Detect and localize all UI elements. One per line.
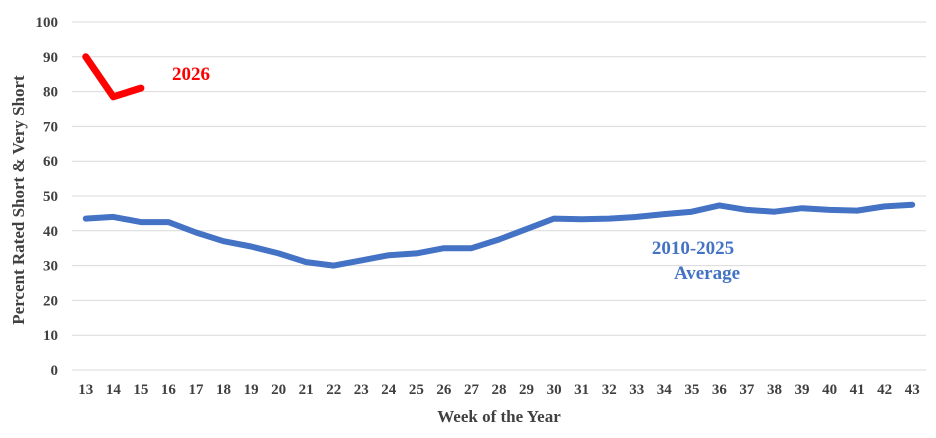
y-tick-label: 10 [43,328,58,344]
x-tick-label: 39 [795,382,810,398]
series-label-1: 2026 [172,64,210,85]
x-tick-label: 37 [739,382,755,398]
x-tick-label: 15 [133,382,148,398]
y-tick-label: 90 [43,50,58,66]
y-tick-label: 20 [43,293,58,309]
x-tick-label: 25 [409,382,424,398]
y-axis-title: Percent Rated Short & Very Short [9,75,28,325]
x-tick-label: 22 [326,382,341,398]
x-tick-label: 24 [381,382,397,398]
x-tick-label: 31 [574,382,589,398]
x-tick-label: 23 [354,382,369,398]
series-label-line: 2010-2025 [652,238,734,259]
x-tick-label: 29 [519,382,534,398]
x-tick-label: 40 [822,382,837,398]
x-tick-label: 28 [492,382,507,398]
y-tick-label: 100 [36,15,59,31]
series-label-0: 2010-2025 Average [652,238,740,284]
y-tick-label: 60 [43,154,58,170]
y-tick-label: 40 [43,224,58,240]
y-tick-label: 0 [51,363,59,379]
x-axis-ticks: 13 14 15 16 17 18 19 20 21 22 23 24 25 26 27 28 29 30 31 32… [78,382,919,398]
series-lines [82,53,916,269]
series-labels: 2010-2025 Average 2026 [172,64,740,284]
y-tick-label: 80 [43,85,58,101]
x-tick-label: 18 [216,382,231,398]
x-tick-label: 20 [271,382,286,398]
y-tick-label: 70 [43,119,58,135]
x-tick-label: 16 [161,382,177,398]
x-tick-label: 30 [547,382,562,398]
x-tick-label: 32 [602,382,617,398]
x-tick-label: 33 [629,382,644,398]
x-tick-label: 19 [244,382,259,398]
y-tick-label: 50 [43,189,58,205]
x-tick-label: 13 [78,382,93,398]
x-tick-label: 43 [905,382,920,398]
series-label-line: 2026 [172,64,210,85]
x-tick-label: 35 [684,382,699,398]
x-tick-label: 26 [436,382,452,398]
x-axis-title: Week of the Year [437,407,561,426]
x-tick-label: 34 [657,382,673,398]
x-tick-label: 41 [850,382,865,398]
y-axis-ticks: 0 10 20 30 40 50 60 70 80 90 100 [36,15,59,379]
series-label-line: Average [674,263,740,284]
x-tick-label: 42 [877,382,892,398]
x-tick-label: 14 [106,382,122,398]
x-tick-label: 27 [464,382,480,398]
x-tick-label: 17 [188,382,204,398]
x-tick-label: 36 [712,382,728,398]
series-line-1 [82,53,145,101]
x-tick-label: 38 [767,382,782,398]
gridlines [72,21,926,371]
x-tick-label: 21 [299,382,314,398]
y-tick-label: 30 [43,259,58,275]
series-line-0 [82,201,916,269]
